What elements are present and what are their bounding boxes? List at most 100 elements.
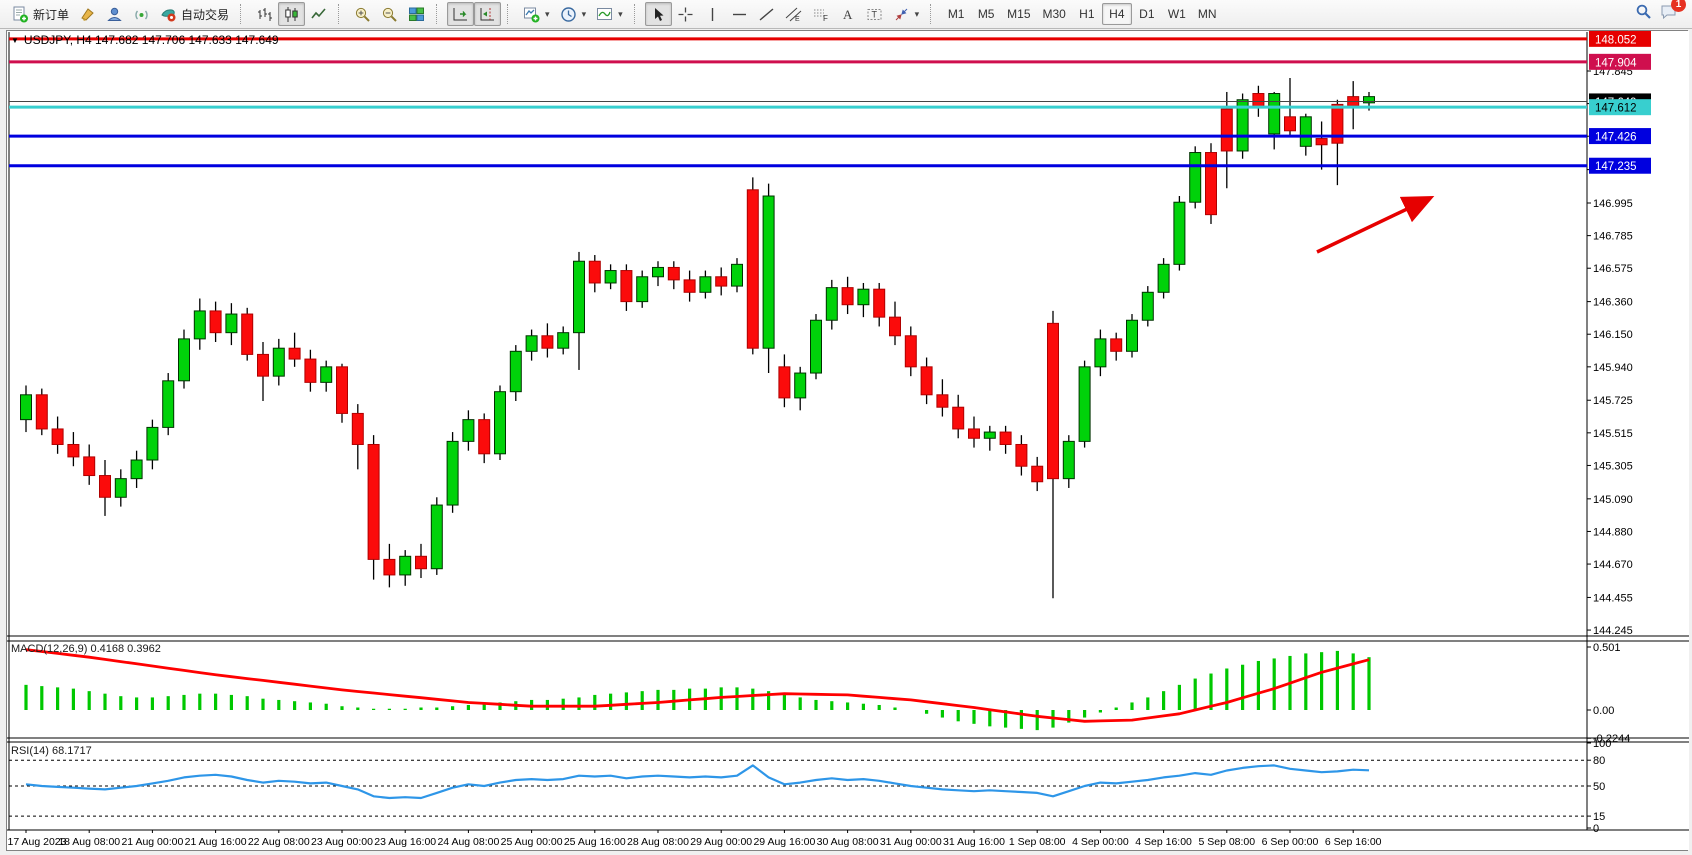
toolbar-separator — [240, 4, 245, 24]
svg-text:31 Aug 16:00: 31 Aug 16:00 — [943, 836, 1005, 848]
timeframe-mn-button[interactable]: MN — [1192, 3, 1223, 25]
channel-button[interactable]: E — [780, 2, 807, 26]
candle-body — [1315, 138, 1328, 146]
svg-text:0.501: 0.501 — [1593, 642, 1621, 654]
signal-button[interactable] — [128, 2, 155, 26]
arrow-annotation[interactable] — [1316, 195, 1435, 254]
timeframe-d1-button[interactable]: D1 — [1132, 3, 1162, 25]
zoom-out-icon — [381, 6, 398, 23]
highlighter-button[interactable] — [74, 2, 101, 26]
timeframe-h1-button[interactable]: H1 — [1072, 3, 1102, 25]
timeframe-m15-button[interactable]: M15 — [1001, 3, 1036, 25]
chart-window: 147.845147.635147.425147.210146.995146.7… — [6, 30, 1689, 851]
svg-text:148.052: 148.052 — [1595, 34, 1637, 46]
chevron-down-icon[interactable]: ▾ — [914, 8, 920, 19]
svg-text:147.612: 147.612 — [1595, 103, 1637, 115]
search-button[interactable] — [1635, 3, 1652, 25]
candle-body — [1141, 291, 1154, 321]
chat-button[interactable]: 1 — [1660, 0, 1686, 25]
candle-body — [114, 478, 127, 498]
svg-text:25 Aug 16:00: 25 Aug 16:00 — [564, 836, 626, 848]
timeframe-m1-button[interactable]: M1 — [941, 3, 971, 25]
chevron-down-icon[interactable]: ▾ — [545, 8, 550, 19]
rsi-pane: 100 80 50 150 — [9, 738, 1611, 835]
candle-body — [1094, 338, 1107, 368]
candle-body — [525, 335, 538, 352]
svg-text:17 Aug 2023: 17 Aug 2023 — [8, 836, 67, 848]
bar-chart-button[interactable] — [251, 2, 278, 26]
candle-body — [889, 316, 901, 337]
toolbar-right: 1 — [1635, 0, 1688, 25]
svg-text:1 Sep 08:00: 1 Sep 08:00 — [1009, 836, 1066, 848]
candle-body — [1015, 443, 1028, 467]
periods-button[interactable]: ▾ — [555, 2, 592, 26]
candle-body — [399, 555, 412, 576]
level-price-box-147.426[interactable]: 147.426 — [1589, 128, 1651, 145]
timeframe-m5-button[interactable]: M5 — [971, 3, 1001, 25]
label-button[interactable]: T — [861, 2, 888, 26]
fibonacci-button[interactable]: F — [807, 2, 834, 26]
cursor-button[interactable] — [644, 2, 672, 26]
svg-text:145.940: 145.940 — [1593, 362, 1633, 374]
chart-shift-button[interactable] — [474, 2, 502, 26]
candlestick-button[interactable] — [278, 2, 306, 26]
candle-body — [1110, 338, 1123, 352]
candle-body — [462, 419, 475, 442]
chevron-down-icon[interactable]: ▾ — [581, 8, 587, 19]
candle-body — [415, 555, 427, 570]
timeframe-w1-button[interactable]: W1 — [1162, 3, 1192, 25]
candle-body — [320, 366, 333, 383]
horizontal-line-button[interactable] — [726, 2, 753, 26]
indicators-icon — [523, 6, 540, 23]
candle-body — [494, 391, 506, 455]
candle-body — [1157, 263, 1170, 293]
indicators-button[interactable]: ▾ — [518, 2, 555, 26]
candle-body — [367, 443, 380, 560]
level-price-box-147.612[interactable]: 147.612 — [1589, 99, 1651, 116]
macd-pane: 0.501 0.00 -0.2244 — [24, 642, 1630, 745]
candle-body — [146, 426, 159, 461]
level-price-box-148.052[interactable]: 148.052 — [1589, 31, 1651, 47]
collapse-chart-icon[interactable]: ▼ — [11, 35, 19, 45]
zoom-out-button[interactable] — [376, 2, 403, 26]
auto-trading-button[interactable]: 自动交易 — [155, 2, 234, 26]
svg-text:145.725: 145.725 — [1593, 395, 1633, 407]
timeframe-m30-button[interactable]: M30 — [1037, 3, 1072, 25]
toolbar-separator — [930, 4, 935, 24]
new-order-icon — [12, 6, 29, 23]
auto-scroll-button[interactable] — [447, 2, 475, 26]
svg-text:29 Aug 00:00: 29 Aug 00:00 — [690, 836, 752, 848]
tile-windows-button[interactable] — [403, 2, 430, 26]
level-price-box-147.904[interactable]: 147.904 — [1589, 53, 1651, 70]
vertical-line-button[interactable] — [699, 2, 726, 26]
zoom-in-button[interactable] — [349, 2, 376, 26]
line-chart-button[interactable] — [305, 2, 332, 26]
candle-body — [920, 366, 933, 396]
new-order-button[interactable]: 新订单 — [7, 2, 74, 26]
chevron-down-icon[interactable]: ▾ — [618, 8, 623, 19]
candle-body — [351, 412, 364, 445]
profile-button[interactable] — [101, 2, 128, 26]
svg-text:145.515: 145.515 — [1593, 428, 1633, 440]
candle-body — [1268, 93, 1281, 135]
candle-body — [178, 338, 190, 382]
candle-body — [1363, 96, 1375, 104]
candle-body — [162, 380, 175, 428]
svg-text:28 Aug 08:00: 28 Aug 08:00 — [627, 836, 689, 848]
candle-body — [99, 475, 111, 498]
trendline-button[interactable] — [753, 2, 780, 26]
crosshair-button[interactable] — [672, 2, 699, 26]
candle-body — [83, 456, 96, 477]
text-icon: A — [839, 6, 856, 23]
text-button[interactable]: A — [834, 2, 861, 26]
shapes-button[interactable]: ▾ — [888, 2, 925, 26]
candle-body — [936, 394, 949, 408]
timeframe-h4-button[interactable]: H4 — [1101, 3, 1132, 25]
svg-text:146.995: 146.995 — [1593, 198, 1633, 210]
level-price-box-147.235[interactable]: 147.235 — [1589, 157, 1651, 174]
button-label: 新订单 — [33, 7, 70, 22]
chart-canvas[interactable]: 147.845147.635147.425147.210146.995146.7… — [7, 31, 1689, 850]
svg-text:-0.2244: -0.2244 — [1593, 733, 1630, 745]
chart-title: ▼ USDJPY, H4 147.682 147.706 147.633 147… — [11, 33, 279, 47]
templates-button[interactable]: ▾ — [591, 2, 628, 26]
